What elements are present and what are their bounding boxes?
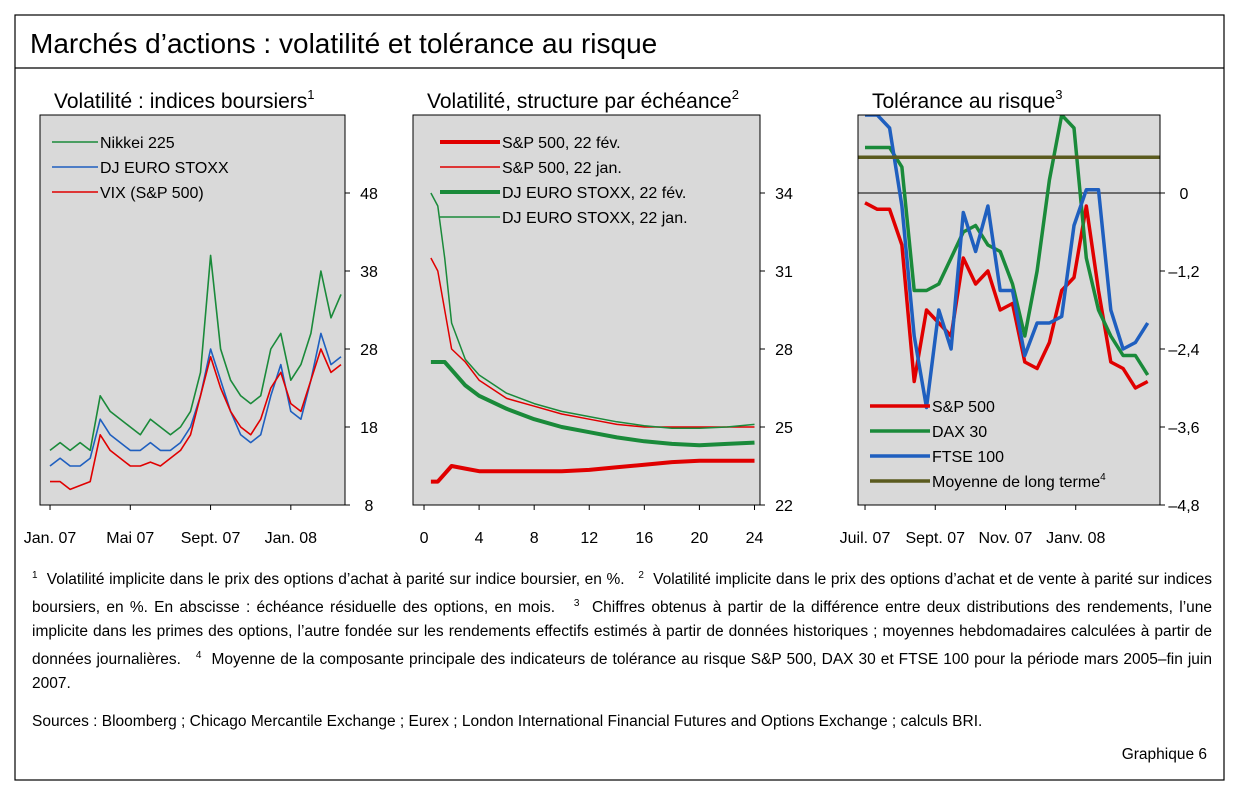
x-tick-label: Juil. 07 — [840, 530, 891, 547]
frame — [14, 14, 1225, 781]
y-tick-label: 31 — [775, 264, 793, 281]
legend-label: FTSE 100 — [932, 449, 1004, 466]
legend-text: VIX (S&P 500) — [100, 185, 204, 202]
series-line — [430, 257, 755, 428]
x-tick-label: 8 — [530, 530, 539, 547]
legend-text: S&P 500 — [932, 399, 995, 416]
plot-border — [857, 114, 1161, 506]
y-tick-label: 38 — [360, 264, 378, 281]
note-ref: 1 — [32, 570, 38, 581]
legend-label: S&P 500, 22 fév. — [502, 135, 621, 152]
legend-ref: 4 — [1100, 472, 1106, 483]
notes: 1 Volatilité implicite dans le prix des … — [32, 564, 1212, 734]
plot-area — [413, 115, 760, 505]
y-tick-label: 48 — [360, 186, 378, 203]
y-tick-label: 34 — [775, 186, 793, 203]
x-tick-label: 16 — [635, 530, 653, 547]
series-line — [865, 115, 1150, 410]
x-tick-label: Janv. 08 — [1046, 530, 1105, 547]
series-line — [49, 332, 342, 467]
y-tick-label: 28 — [775, 342, 793, 359]
legend-label: VIX (S&P 500) — [100, 185, 204, 202]
legend-text: DAX 30 — [932, 424, 987, 441]
plot-border — [412, 114, 761, 506]
legend-label: DJ EURO STOXX — [100, 160, 229, 177]
legend-text: DJ EURO STOXX, 22 fév. — [502, 185, 686, 202]
x-tick-label: 0 — [420, 530, 429, 547]
x-tick-label: 12 — [580, 530, 598, 547]
legend-text: Moyenne de long terme — [932, 474, 1100, 491]
note-text: Moyenne de la composante principale des … — [32, 651, 1212, 693]
x-tick-label: Nov. 07 — [979, 530, 1033, 547]
legend-label: DAX 30 — [932, 424, 987, 441]
legend-text: FTSE 100 — [932, 449, 1004, 466]
series-line — [50, 348, 342, 491]
legend-label: S&P 500, 22 jan. — [502, 160, 622, 177]
note-ref: 2 — [638, 570, 644, 581]
x-tick-label: Jan. 08 — [265, 530, 318, 547]
legend-label: DJ EURO STOXX, 22 fév. — [502, 185, 686, 202]
y-tick-label: 28 — [360, 342, 378, 359]
panel-title-ref: 2 — [732, 87, 739, 102]
panel-title-ref: 1 — [307, 87, 314, 102]
note-ref: 4 — [195, 650, 202, 662]
legend-label: DJ EURO STOXX, 22 jan. — [502, 210, 688, 227]
legend-text: DJ EURO STOXX, 22 jan. — [502, 210, 688, 227]
legend-text: S&P 500, 22 fév. — [502, 135, 621, 152]
legend-label: Nikkei 225 — [100, 135, 175, 152]
panel-title-text: Volatilité : indices boursiers — [54, 90, 307, 113]
series-line — [865, 115, 1150, 376]
y-tick-label: –2,4 — [1168, 342, 1199, 359]
legend-label: S&P 500 — [932, 399, 995, 416]
note-ref: 3 — [573, 598, 580, 610]
series-line — [864, 201, 1149, 390]
series-line — [49, 254, 342, 452]
series-line — [430, 192, 755, 430]
y-tick-label: 22 — [775, 498, 793, 515]
plot-border — [39, 114, 346, 506]
panel-title-ref: 3 — [1055, 87, 1062, 102]
y-tick-label: 25 — [775, 420, 793, 437]
sources: Sources : Bloomberg ; Chicago Mercantile… — [32, 713, 983, 731]
footnotes: 1 Volatilité implicite dans le prix des … — [32, 564, 1212, 696]
plot-area — [40, 115, 345, 505]
panel-title: Volatilité, structure par échéance2 — [427, 87, 739, 113]
x-tick-label: Sept. 07 — [181, 530, 241, 547]
x-tick-label: Jan. 07 — [24, 530, 77, 547]
y-tick-label: –4,8 — [1168, 498, 1199, 515]
x-tick-label: Mai 07 — [106, 530, 154, 547]
y-tick-label: 18 — [360, 420, 378, 437]
series-line — [430, 360, 755, 448]
y-tick-label: 8 — [365, 498, 374, 515]
y-tick-label: –1,2 — [1168, 264, 1199, 281]
legend-text: DJ EURO STOXX — [100, 160, 229, 177]
note-text: Volatilité implicite dans le prix des op… — [46, 571, 625, 589]
x-tick-label: 4 — [475, 530, 484, 547]
y-tick-label: –3,6 — [1168, 420, 1199, 437]
series-line — [430, 458, 755, 484]
legend-label: Moyenne de long terme4 — [932, 472, 1106, 491]
y-tick-label: 0 — [1180, 186, 1189, 203]
note-text: Chiffres obtenus à partir de la différen… — [32, 599, 1212, 669]
panel-title: Tolérance au risque3 — [872, 87, 1063, 113]
figure-label: Graphique 6 — [1121, 746, 1207, 763]
panel-title: Volatilité : indices boursiers1 — [54, 87, 315, 113]
panel-title-text: Volatilité, structure par échéance — [427, 90, 732, 113]
x-tick-label: 20 — [691, 530, 709, 547]
panel-title-text: Tolérance au risque — [872, 90, 1055, 113]
note-text: Volatilité implicite dans le prix des op… — [32, 571, 1212, 617]
figure-title: Marchés d’actions : volatilité et toléra… — [30, 28, 657, 59]
legend-text: Nikkei 225 — [100, 135, 175, 152]
x-tick-label: Sept. 07 — [905, 530, 965, 547]
legend-text: S&P 500, 22 jan. — [502, 160, 622, 177]
x-tick-label: 24 — [746, 530, 764, 547]
